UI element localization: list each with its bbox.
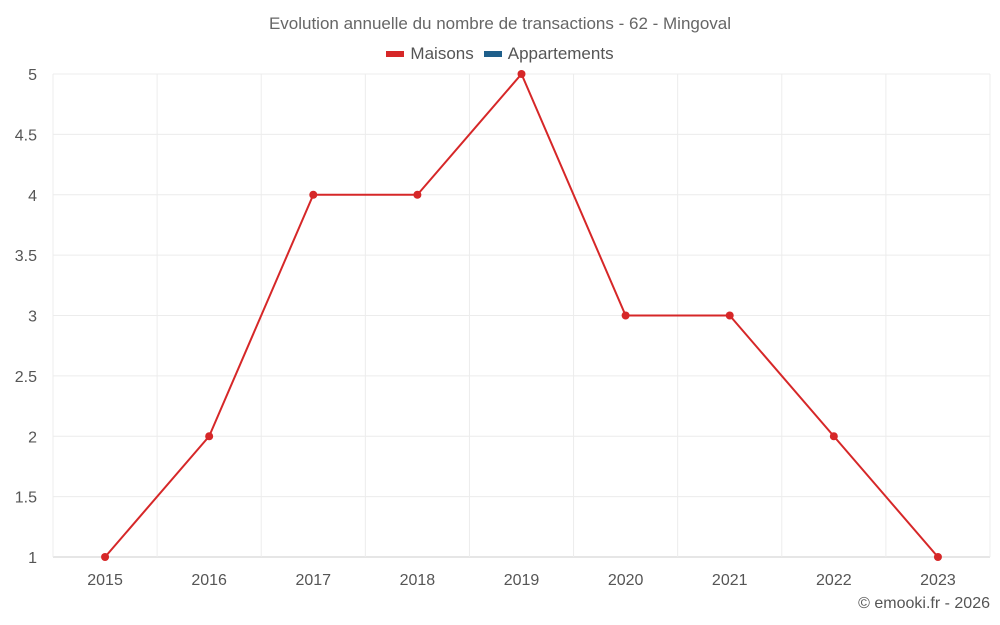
y-tick-label: 4 <box>28 188 37 205</box>
data-point[interactable] <box>309 190 318 199</box>
y-tick-label: 4.5 <box>15 127 37 144</box>
data-point[interactable] <box>829 432 838 441</box>
x-tick-label: 2015 <box>87 572 123 589</box>
x-tick-label: 2023 <box>920 572 956 589</box>
data-point[interactable] <box>933 553 942 561</box>
grid <box>52 73 991 558</box>
y-tick-label: 1 <box>28 550 37 567</box>
chart-title: Evolution annuelle du nombre de transact… <box>268 14 732 33</box>
data-point[interactable] <box>517 70 526 78</box>
x-tick-label: 2016 <box>191 572 227 589</box>
legend-label-maisons: Maisons <box>410 44 474 63</box>
legend-item-appartements[interactable]: Appartements <box>483 44 614 64</box>
y-tick-label: 1.5 <box>15 490 37 507</box>
legend-swatch-appartements <box>483 51 502 57</box>
x-tick-label: 2020 <box>608 572 644 589</box>
y-tick-label: 3 <box>28 309 37 326</box>
x-tick-label: 2017 <box>295 572 331 589</box>
y-tick-label: 2 <box>28 429 37 446</box>
legend: Maisons Appartements <box>0 44 1000 64</box>
y-tick-label: 3.5 <box>15 248 37 265</box>
x-tick-label: 2018 <box>400 572 436 589</box>
legend-item-maisons[interactable]: Maisons <box>386 44 474 64</box>
data-point[interactable] <box>725 311 734 320</box>
legend-label-appartements: Appartements <box>507 44 614 63</box>
legend-swatch-maisons <box>386 51 405 57</box>
x-tick-label: 2019 <box>504 572 540 589</box>
y-tick-label: 2.5 <box>15 369 37 386</box>
data-point[interactable] <box>101 553 110 561</box>
data-point[interactable] <box>205 432 214 441</box>
x-tick-label: 2021 <box>712 572 748 589</box>
data-point[interactable] <box>413 190 422 199</box>
axes: 1 1.5 2 2.5 3 3.5 4 4.5 5 2015 2016 2017 2018 2019 202… <box>15 67 956 589</box>
series <box>101 70 942 561</box>
data-point[interactable] <box>621 311 630 320</box>
credit-text: © emooki.fr - 2026 <box>858 595 990 612</box>
x-tick-label: 2022 <box>816 572 852 589</box>
y-tick-label: 5 <box>28 67 37 84</box>
